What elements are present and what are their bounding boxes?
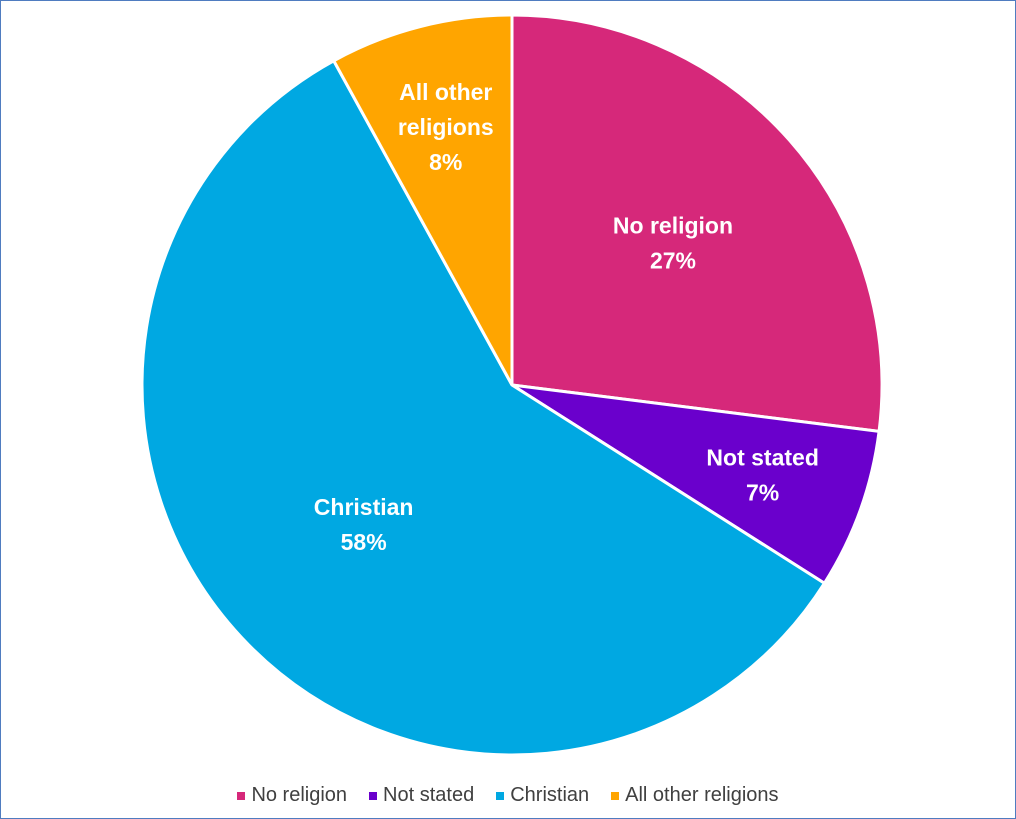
legend-item-all-other-religions: All other religions <box>611 784 779 807</box>
legend-swatch-all-other-religions <box>611 791 620 800</box>
legend-item-no-religion: No religion <box>237 784 347 807</box>
legend-label: Not stated <box>383 784 475 806</box>
legend-swatch-not-stated <box>369 791 378 800</box>
pie-slice-not-stated <box>511 383 881 586</box>
legend-label: No religion <box>251 784 348 806</box>
pie-slice-christian <box>140 58 827 757</box>
data-label-christian: Christian 58% <box>314 494 414 555</box>
legend-swatch-christian <box>496 791 505 800</box>
chart-legend: No religion Not stated Christian All oth… <box>0 784 1016 807</box>
legend-item-christian: Christian <box>496 784 589 807</box>
data-label-no-religion: No religion 27% <box>613 213 733 274</box>
pie-slice-all-other-religions <box>331 13 514 386</box>
pie-data-labels: No religion 27% Not stated 7% Christian 58% Al… <box>314 79 819 555</box>
data-label-not-stated: Not stated 7% <box>706 445 818 506</box>
legend-item-not-stated: Not stated <box>369 784 474 807</box>
legend-label: All other religions <box>625 784 779 806</box>
legend-label: Christian <box>510 784 590 806</box>
legend-swatch-no-religion <box>237 791 246 800</box>
pie-slice-no-religion <box>510 13 884 434</box>
data-label-all-other-religions: All other religions 8% <box>398 79 494 175</box>
pie-slices <box>140 13 884 757</box>
